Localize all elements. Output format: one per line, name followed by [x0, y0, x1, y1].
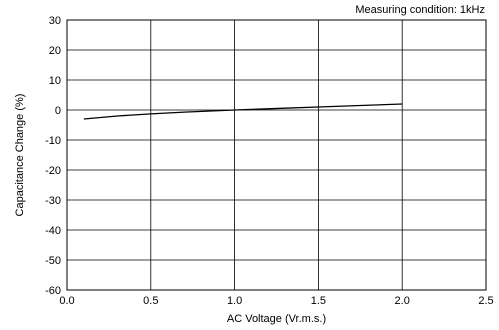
x-axis-label: AC Voltage (Vr.m.s.) — [227, 313, 326, 325]
annotation-label: Measuring condition: 1kHz — [355, 4, 485, 16]
series-line — [83, 103, 403, 120]
plot-frame — [66, 19, 487, 291]
y-tick-label: 30 — [49, 15, 61, 27]
y-tick-labels: 30 20 10 0 -10 -20 -30 -40 -50 -60 — [45, 15, 61, 297]
y-tick-label: -60 — [45, 285, 61, 297]
y-tick-label: -30 — [45, 195, 61, 207]
y-axis-label: Capacitance Change (%) — [14, 94, 26, 217]
y-tick-label: -20 — [45, 165, 61, 177]
y-tick-label: -10 — [45, 135, 61, 147]
x-tick-label: 0.5 — [143, 295, 158, 307]
x-tick-label: 2.5 — [478, 295, 493, 307]
x-tick-label: 0.0 — [59, 295, 74, 307]
y-tick-label: 0 — [55, 105, 61, 117]
x-tick-label: 1.0 — [227, 295, 242, 307]
y-tick-label: -40 — [45, 225, 61, 237]
y-tick-label: -50 — [45, 255, 61, 267]
grid-lines — [66, 19, 487, 291]
x-tick-labels: 0.0 0.5 1.0 1.5 2.0 2.5 — [59, 295, 493, 307]
x-tick-label: 2.0 — [395, 295, 410, 307]
y-tick-label: 20 — [49, 45, 61, 57]
y-tick-label: 10 — [49, 75, 61, 87]
x-tick-label: 1.5 — [311, 295, 326, 307]
